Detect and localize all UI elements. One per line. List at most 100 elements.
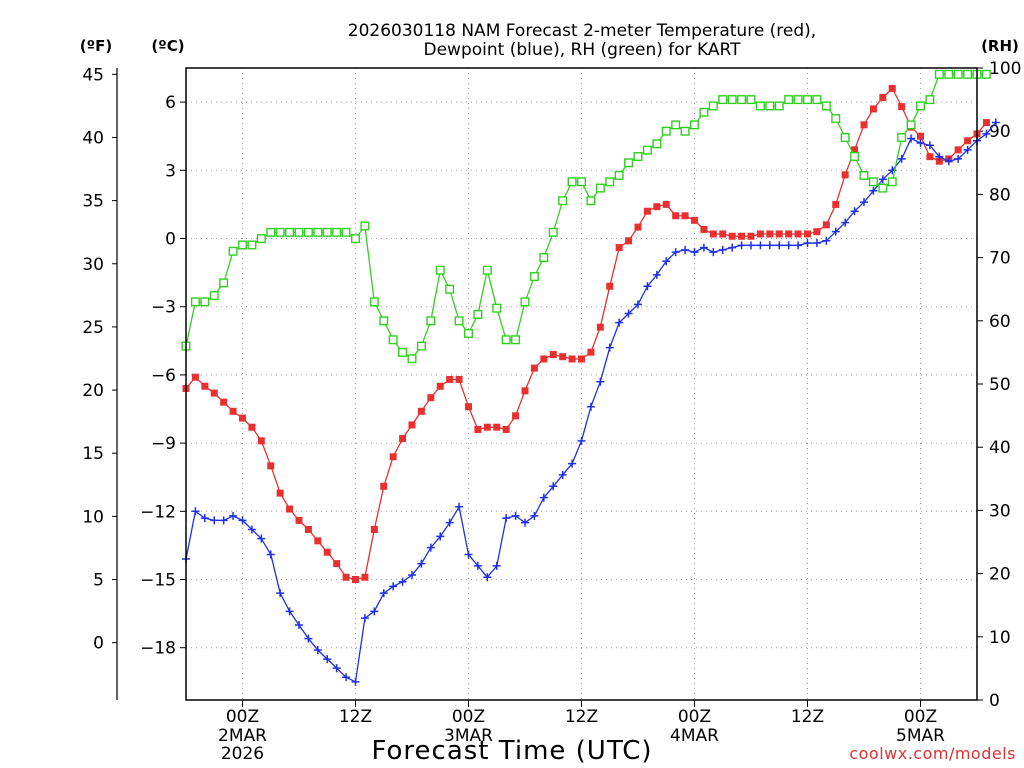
dewpoint-point [266, 550, 275, 559]
temperature-point [700, 225, 708, 233]
dewpoint-point [445, 518, 454, 527]
rh-point [228, 246, 238, 256]
dewpoint-point [907, 134, 916, 143]
dewpoint-point [991, 118, 1000, 127]
dewpoint-point [718, 245, 727, 254]
temperature-point [813, 228, 821, 236]
temperature-point [672, 212, 680, 220]
celsius-tick-label: −6 [151, 366, 176, 386]
rh-point [322, 227, 332, 237]
dewpoint-point [794, 241, 803, 250]
rh-point [454, 316, 464, 326]
temperature-point [775, 230, 783, 238]
rh-point [247, 240, 257, 250]
time-tick-label: 00Z [226, 707, 259, 727]
rh-point [341, 227, 351, 237]
rh-point [435, 265, 445, 275]
dewpoint-point [643, 282, 652, 291]
rh-point [426, 316, 436, 326]
rh-point [737, 95, 747, 105]
rh-point [275, 227, 285, 237]
temperature-point [210, 389, 218, 397]
rh-point [332, 227, 342, 237]
rh-point [492, 303, 502, 313]
temperature-point [606, 282, 614, 290]
rh-tick-label: 30 [989, 501, 1011, 521]
temperature-point [483, 423, 491, 431]
celsius-unit-label: (ºC) [151, 37, 184, 55]
dewpoint-point [455, 502, 464, 511]
celsius-tick-label: −18 [140, 639, 176, 659]
rh-tick-label: 70 [989, 249, 1011, 269]
temperature-series-line [185, 87, 987, 581]
temperature-point [578, 355, 585, 363]
dewpoint-point [210, 516, 219, 525]
rh-point [558, 196, 568, 206]
temperature-point [785, 230, 793, 238]
temperature-point [380, 482, 388, 490]
dewpoint-point [916, 139, 925, 148]
dewpoint-point [897, 154, 906, 163]
chart-title-line1: 2026030118 NAM Forecast 2-meter Temperat… [348, 21, 816, 41]
fahrenheit-tick-label: 5 [93, 571, 104, 591]
dewpoint-point [605, 343, 614, 352]
chart-title-line2: Dewpoint (blue), RH (green) for KART [423, 40, 741, 60]
temperature-point [248, 423, 256, 431]
temperature-point [596, 323, 604, 331]
dewpoint-point [624, 309, 633, 318]
dewpoint-point [831, 227, 840, 236]
temperature-point [653, 203, 661, 211]
dewpoint-point [238, 516, 247, 525]
rh-point [209, 291, 219, 301]
temperature-point [267, 462, 275, 470]
rh-point [511, 335, 521, 345]
temperature-point [804, 230, 811, 238]
dewpoint-point [247, 525, 256, 534]
dewpoint-point [681, 245, 690, 254]
rh-point [605, 177, 615, 187]
source-credit: coolwx.com/models [849, 744, 1016, 763]
rh-point [520, 297, 530, 307]
dewpoint-point [511, 511, 520, 520]
dewpoint-point [370, 607, 379, 616]
rh-point [285, 227, 295, 237]
rh-point [755, 101, 765, 111]
temperature-point [964, 137, 972, 145]
rh-point [981, 69, 991, 79]
dewpoint-point [812, 239, 821, 248]
temperature-point [643, 207, 651, 215]
dewpoint-point [850, 207, 859, 216]
temperature-point [625, 237, 633, 245]
temperature-point [229, 407, 237, 415]
dewpoint-point [351, 677, 360, 686]
dewpoint-point [200, 514, 209, 523]
temperature-point [417, 407, 425, 415]
dewpoint-point [549, 482, 558, 491]
temperature-point [474, 425, 482, 433]
rh-point [548, 227, 558, 237]
rh-tick-label: 60 [989, 312, 1011, 332]
temperature-point [982, 119, 990, 127]
rh-point [567, 177, 577, 187]
rh-tick-label: 90 [989, 122, 1011, 142]
temperature-point [455, 375, 463, 383]
temperature-point [352, 576, 359, 584]
rh-point [190, 297, 200, 307]
series [181, 69, 1000, 686]
dewpoint-point [869, 186, 878, 195]
rh-point [379, 316, 389, 326]
rh-point [200, 297, 210, 307]
temperature-point [399, 435, 407, 443]
temperature-point [201, 382, 209, 390]
dewpoint-point [304, 634, 313, 643]
dewpoint-point [860, 198, 868, 207]
grid [186, 68, 977, 700]
temperature-point [869, 105, 877, 113]
temperature-point [276, 489, 284, 497]
plot-frame [185, 67, 978, 701]
dewpoint-point [408, 570, 416, 579]
dewpoint-point [765, 241, 774, 250]
dewpoint-point [963, 145, 972, 154]
dewpoint-point [257, 534, 266, 543]
dewpoint-point [276, 589, 285, 598]
